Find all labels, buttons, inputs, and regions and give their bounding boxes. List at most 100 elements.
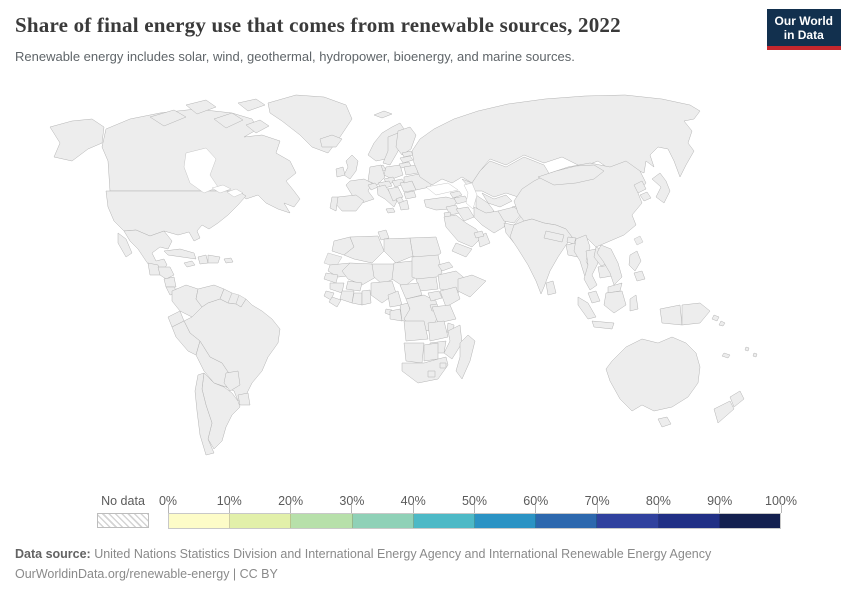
legend-color-swatch-0[interactable] bbox=[169, 514, 231, 528]
country-bolivia[interactable] bbox=[195, 340, 231, 388]
legend-color-swatch-9[interactable] bbox=[719, 514, 781, 528]
country-honduras[interactable] bbox=[157, 266, 175, 280]
country-jamaica[interactable] bbox=[183, 260, 196, 268]
country-svalbard[interactable] bbox=[373, 110, 393, 119]
country-mozambique[interactable] bbox=[443, 324, 463, 360]
country-nicaragua[interactable] bbox=[163, 276, 177, 288]
country-haiti[interactable] bbox=[197, 254, 209, 265]
country-papua-new-guinea[interactable] bbox=[681, 302, 711, 326]
country-mali[interactable] bbox=[341, 262, 377, 286]
country-indonesia-sulawesi[interactable] bbox=[629, 294, 639, 312]
country-south-africa[interactable] bbox=[401, 356, 449, 384]
owid-logo[interactable]: Our World in Data bbox=[766, 9, 841, 50]
country-new-zealand-north[interactable] bbox=[729, 390, 745, 408]
country-uganda[interactable] bbox=[427, 290, 443, 302]
country-madagascar[interactable] bbox=[455, 334, 476, 380]
legend-color-swatch-1[interactable] bbox=[230, 514, 292, 528]
country-angola[interactable] bbox=[403, 320, 429, 342]
country-algeria[interactable] bbox=[343, 235, 385, 264]
country-indonesia-java[interactable] bbox=[591, 320, 615, 330]
country-eritrea[interactable] bbox=[437, 261, 454, 272]
country-belarus[interactable] bbox=[403, 164, 419, 176]
country-canada-island[interactable] bbox=[213, 112, 244, 129]
country-namibia[interactable] bbox=[403, 342, 425, 364]
legend-color-bar[interactable] bbox=[168, 513, 781, 529]
country-canada-island[interactable] bbox=[245, 119, 270, 134]
legend-color-swatch-8[interactable] bbox=[658, 514, 720, 528]
country-senegal[interactable] bbox=[323, 272, 339, 284]
legend-no-data-swatch[interactable] bbox=[97, 513, 149, 528]
legend-color-swatch-4[interactable] bbox=[413, 514, 476, 528]
country-solomon-islands-2[interactable] bbox=[718, 320, 726, 327]
country-togo-benin[interactable] bbox=[361, 289, 372, 306]
country-latvia[interactable] bbox=[399, 155, 414, 164]
country-puerto-rico[interactable] bbox=[223, 257, 234, 264]
country-solomon-islands[interactable] bbox=[711, 314, 720, 322]
country-sicily[interactable] bbox=[385, 207, 396, 214]
country-india[interactable] bbox=[509, 218, 573, 295]
country-gabon[interactable] bbox=[389, 308, 403, 322]
country-new-caledonia[interactable] bbox=[721, 352, 731, 359]
country-japan[interactable] bbox=[651, 172, 671, 204]
country-niger[interactable] bbox=[371, 263, 399, 285]
country-sri-lanka[interactable] bbox=[545, 280, 557, 296]
country-tasmania[interactable] bbox=[657, 416, 672, 428]
country-portugal[interactable] bbox=[329, 196, 339, 212]
country-canada-island[interactable] bbox=[237, 98, 266, 112]
country-cote-divoire[interactable] bbox=[339, 290, 355, 304]
country-malaysia-peninsula[interactable] bbox=[587, 290, 601, 304]
country-mexico[interactable] bbox=[123, 229, 173, 274]
country-tunisia[interactable] bbox=[377, 229, 390, 241]
legend-color-swatch-6[interactable] bbox=[536, 514, 598, 528]
country-chile[interactable] bbox=[194, 372, 215, 456]
country-germany[interactable] bbox=[367, 164, 386, 186]
country-taiwan[interactable] bbox=[633, 235, 644, 246]
country-ghana[interactable] bbox=[351, 292, 363, 306]
country-bhutan[interactable] bbox=[566, 236, 577, 245]
country-central-african-republic[interactable] bbox=[399, 282, 423, 300]
legend-no-data[interactable]: No data bbox=[97, 494, 149, 528]
country-poland[interactable] bbox=[383, 164, 404, 180]
country-paraguay[interactable] bbox=[223, 370, 241, 392]
country-chad[interactable] bbox=[391, 260, 417, 288]
legend-color-swatch-2[interactable] bbox=[291, 514, 353, 528]
country-nepal[interactable] bbox=[543, 230, 565, 243]
country-new-zealand-south[interactable] bbox=[713, 400, 735, 424]
country-zambia[interactable] bbox=[427, 320, 449, 342]
country-lesotho[interactable] bbox=[427, 370, 436, 378]
country-greenland[interactable] bbox=[267, 94, 353, 154]
country-finland[interactable] bbox=[395, 126, 417, 156]
legend-color-swatch-3[interactable] bbox=[352, 514, 414, 528]
country-indonesia-borneo[interactable] bbox=[603, 290, 627, 314]
country-australia[interactable] bbox=[605, 336, 701, 412]
country-united-kingdom[interactable] bbox=[343, 154, 359, 180]
country-alaska[interactable] bbox=[49, 118, 105, 162]
country-ireland[interactable] bbox=[335, 166, 346, 178]
country-canada-island[interactable] bbox=[185, 99, 217, 115]
country-yemen[interactable] bbox=[451, 242, 473, 258]
country-liberia[interactable] bbox=[328, 296, 342, 308]
country-indonesia-sumatra[interactable] bbox=[577, 296, 597, 320]
country-uae[interactable] bbox=[473, 230, 485, 239]
country-eswatini[interactable] bbox=[439, 362, 447, 369]
country-tanzania[interactable] bbox=[431, 304, 457, 324]
country-france[interactable] bbox=[345, 178, 375, 204]
country-south-korea[interactable] bbox=[639, 191, 652, 202]
country-vietnam[interactable] bbox=[596, 244, 623, 286]
country-libya[interactable] bbox=[383, 237, 414, 264]
country-canada-island[interactable] bbox=[149, 109, 187, 127]
country-north-korea[interactable] bbox=[633, 180, 647, 194]
legend-color-swatch-7[interactable] bbox=[597, 514, 659, 528]
country-kenya[interactable] bbox=[439, 286, 461, 308]
country-uruguay[interactable] bbox=[237, 392, 251, 406]
country-fiji-2[interactable] bbox=[752, 352, 758, 358]
country-botswana[interactable] bbox=[423, 342, 439, 362]
country-indonesia-papua[interactable] bbox=[659, 304, 683, 326]
country-mexico-baja[interactable] bbox=[117, 232, 133, 258]
country-greece[interactable] bbox=[398, 199, 410, 211]
country-burkina-faso[interactable] bbox=[345, 280, 363, 292]
country-italy[interactable] bbox=[376, 184, 398, 208]
country-philippines[interactable] bbox=[628, 250, 642, 272]
country-bulgaria[interactable] bbox=[403, 190, 417, 200]
country-philippines-south[interactable] bbox=[633, 270, 646, 282]
